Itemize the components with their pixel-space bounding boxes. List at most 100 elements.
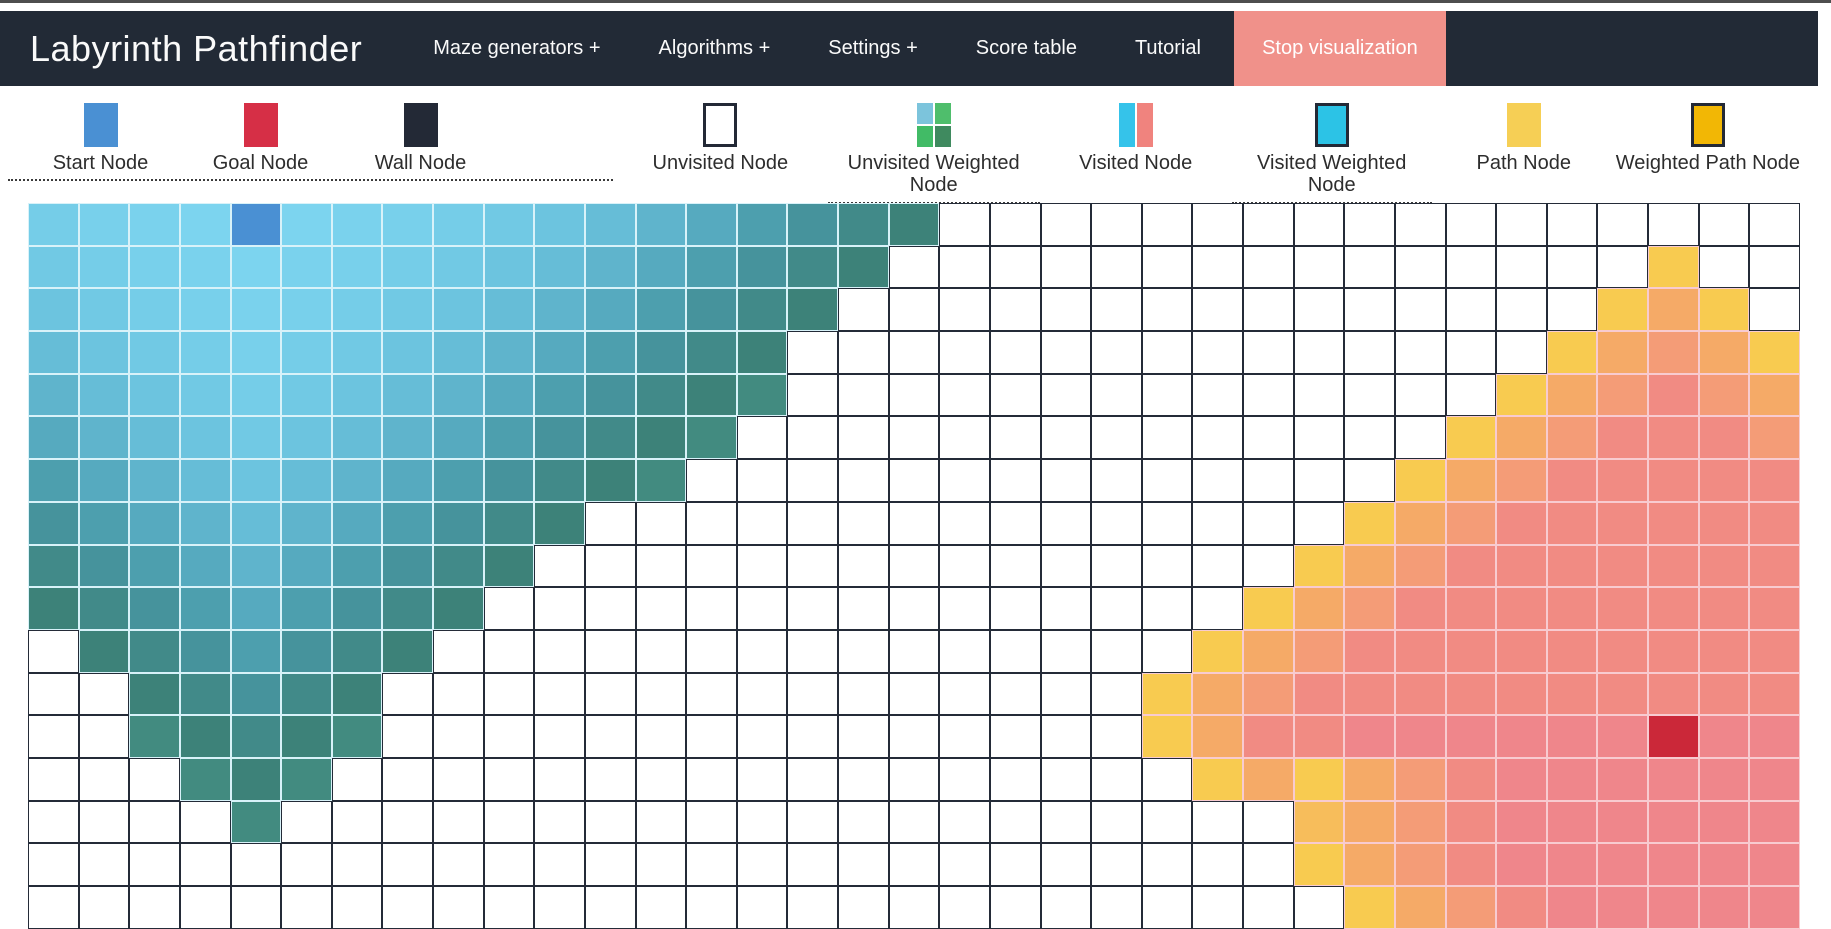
visited-cell[interactable] [686,331,737,374]
visited-cell[interactable] [1496,715,1547,758]
visited-cell[interactable] [382,587,433,630]
grid-cell[interactable] [939,672,990,716]
visited-cell[interactable] [129,715,180,758]
visited-cell[interactable] [1192,629,1243,673]
grid-cell[interactable] [686,672,737,716]
visited-cell[interactable] [28,288,79,332]
visited-cell[interactable] [1445,843,1497,886]
visited-cell[interactable] [534,459,585,502]
grid-cell[interactable] [888,715,940,758]
grid-cell[interactable] [1546,203,1598,246]
grid-cell[interactable] [1192,288,1243,332]
visited-cell[interactable] [1749,629,1800,673]
grid-cell[interactable] [1141,587,1193,630]
visited-cell[interactable] [736,203,788,246]
grid-cell[interactable] [787,672,838,716]
visited-cell[interactable] [1597,886,1648,929]
visited-cell[interactable] [1749,587,1800,630]
visited-cell[interactable] [129,544,180,588]
visited-cell[interactable] [1445,501,1497,545]
visited-cell[interactable] [1749,715,1800,758]
grid-cell[interactable] [686,587,737,630]
grid-cell[interactable] [989,629,1041,673]
visited-cell[interactable] [382,416,433,460]
grid-cell[interactable] [1192,501,1243,545]
grid-cell[interactable] [635,629,687,673]
visited-cell[interactable] [1546,672,1598,716]
visited-cell[interactable] [888,203,940,246]
grid-cell[interactable] [1141,416,1193,460]
visited-cell[interactable] [1243,672,1294,716]
visited-cell[interactable] [433,331,484,374]
visited-cell[interactable] [281,629,332,673]
grid-cell[interactable] [736,672,788,716]
visited-cell[interactable] [1648,459,1699,502]
grid-cell[interactable] [1293,459,1345,502]
visited-cell[interactable] [1546,629,1598,673]
grid-cell[interactable] [686,800,737,844]
visited-cell[interactable] [281,587,332,630]
visited-cell[interactable] [433,544,484,588]
start-node-cell[interactable] [230,203,282,246]
grid-cell[interactable] [1698,245,1750,289]
grid-cell[interactable] [888,629,940,673]
grid-cell[interactable] [1040,416,1092,460]
visited-cell[interactable] [1344,843,1395,886]
visited-cell[interactable] [331,715,383,758]
visited-cell[interactable] [1698,715,1750,758]
visited-cell[interactable] [1597,587,1648,630]
grid-cell[interactable] [686,629,737,673]
grid-cell[interactable] [1344,288,1395,332]
visited-cell[interactable] [1496,886,1547,929]
grid-cell[interactable] [1496,288,1547,332]
grid-cell[interactable] [888,501,940,545]
visited-cell[interactable] [1597,416,1648,460]
grid-cell[interactable] [1091,629,1142,673]
visited-cell[interactable] [1749,416,1800,460]
grid-cell[interactable] [1293,501,1345,545]
grid-cell[interactable] [686,757,737,801]
grid-cell[interactable] [534,800,585,844]
visited-cell[interactable] [1344,672,1395,716]
grid-cell[interactable] [1243,288,1294,332]
visited-cell[interactable] [28,331,79,374]
grid-cell[interactable] [1141,544,1193,588]
grid-cell[interactable] [787,331,838,374]
grid-cell[interactable] [939,757,990,801]
visited-cell[interactable] [1597,843,1648,886]
grid-cell[interactable] [1445,331,1497,374]
grid-cell[interactable] [989,416,1041,460]
visited-cell[interactable] [686,203,737,246]
visited-cell[interactable] [331,203,383,246]
grid-cell[interactable] [686,843,737,886]
visited-cell[interactable] [1293,629,1345,673]
visited-cell[interactable] [1344,757,1395,801]
visited-cell[interactable] [686,416,737,460]
grid-cell[interactable] [1091,544,1142,588]
visited-cell[interactable] [230,245,282,289]
grid-cell[interactable] [686,715,737,758]
visited-cell[interactable] [686,288,737,332]
grid-cell[interactable] [1141,459,1193,502]
grid-cell[interactable] [129,800,180,844]
grid-cell[interactable] [736,459,788,502]
visited-cell[interactable] [1293,544,1345,588]
visited-cell[interactable] [1192,757,1243,801]
grid-cell[interactable] [129,757,180,801]
grid-cell[interactable] [1243,843,1294,886]
grid-cell[interactable] [331,843,383,886]
grid-cell[interactable] [888,886,940,929]
visited-cell[interactable] [1192,672,1243,716]
visited-cell[interactable] [1698,288,1750,332]
visited-cell[interactable] [1698,373,1750,417]
grid-cell[interactable] [1394,203,1446,246]
grid-cell[interactable] [433,843,484,886]
grid-cell[interactable] [888,843,940,886]
grid-cell[interactable] [1445,245,1497,289]
nav-item-maze-generators[interactable]: Maze generators + [433,37,601,59]
grid-cell[interactable] [989,203,1041,246]
grid-cell[interactable] [888,331,940,374]
visited-cell[interactable] [1243,715,1294,758]
grid-cell[interactable] [1243,373,1294,417]
grid-cell[interactable] [736,629,788,673]
